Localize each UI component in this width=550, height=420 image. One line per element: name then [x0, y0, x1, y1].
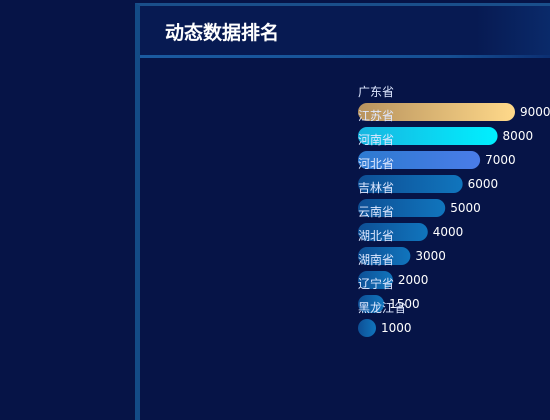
category-label-0: 广东省: [358, 85, 394, 99]
bar-6: [358, 247, 411, 265]
category-label-2: 河南省: [358, 132, 394, 147]
value-label-4: 5000: [450, 201, 481, 215]
value-label-5: 4000: [433, 225, 464, 239]
header-divider: [140, 55, 550, 58]
category-label-7: 湖南省: [358, 252, 394, 267]
labels-layer: 9000 8000 7000 6000 5000 4000 3000 2000 1500 1000…: [358, 85, 550, 335]
value-label-1: 8000: [503, 129, 534, 143]
category-label-4: 吉林省: [358, 181, 394, 195]
category-label-3: 河北省: [358, 157, 394, 171]
panel-frame: [135, 3, 550, 420]
category-label-5: 云南省: [358, 204, 394, 219]
bar-0: [358, 103, 515, 121]
value-label-0: 9000: [520, 105, 550, 119]
bar-7: [358, 271, 393, 289]
category-label-9: 黑龙江省: [358, 301, 406, 315]
bar-3: [358, 175, 463, 193]
value-label-2: 7000: [485, 153, 516, 167]
bar-1: [358, 127, 498, 145]
bar-4: [358, 199, 446, 217]
value-label-9: 1000: [381, 321, 412, 335]
panel-header: [140, 6, 550, 56]
panel-title: 动态数据排名: [165, 22, 280, 44]
value-label-7: 2000: [398, 273, 429, 287]
bar-5: [358, 223, 428, 241]
value-label-3: 6000: [468, 177, 499, 191]
category-label-8: 辽宁省: [358, 276, 394, 291]
category-label-1: 江苏省: [358, 109, 394, 123]
bar-8: [358, 295, 385, 313]
value-label-8: 1500: [389, 297, 420, 311]
bar-2: [358, 151, 481, 169]
bars-layer: [358, 103, 515, 337]
category-label-6: 湖北省: [358, 228, 394, 243]
bar-9: [358, 319, 376, 337]
value-label-6: 3000: [415, 249, 446, 263]
